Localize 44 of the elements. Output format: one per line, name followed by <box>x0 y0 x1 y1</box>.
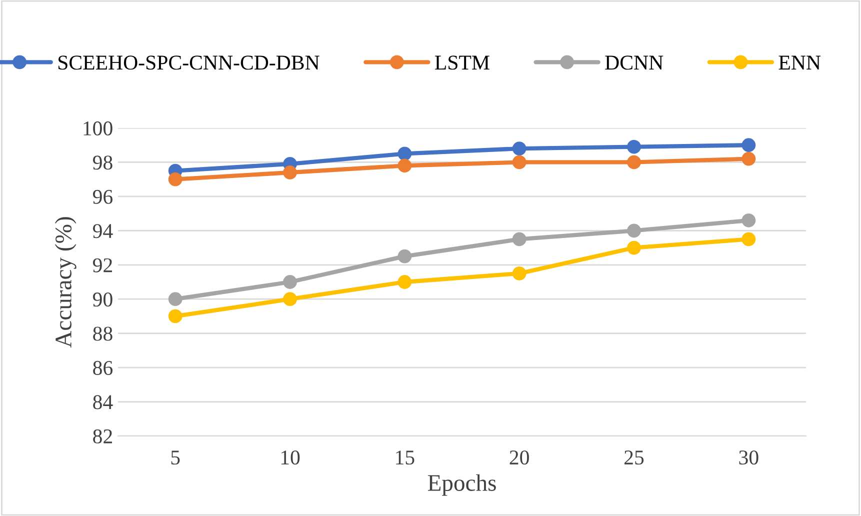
x-tick-label: 30 <box>739 450 758 465</box>
legend-label: DCNN <box>605 56 664 70</box>
x-tick-label: 5 <box>171 450 180 465</box>
point <box>512 155 526 170</box>
y-tick-label: 98 <box>92 156 112 170</box>
x-axis-title: Epochs <box>428 474 496 496</box>
x-tick-label: 20 <box>510 450 529 465</box>
point <box>283 166 297 180</box>
point <box>398 249 412 264</box>
point <box>627 240 641 255</box>
y-tick-label: 94 <box>92 224 113 238</box>
point <box>168 172 182 186</box>
x-tick-label: 10 <box>281 450 300 465</box>
point <box>627 224 641 238</box>
x-tick-label: 25 <box>624 450 644 465</box>
point <box>398 275 412 289</box>
point <box>742 138 756 152</box>
y-tick-label: 100 <box>84 121 112 136</box>
point <box>742 152 756 166</box>
point <box>512 266 526 280</box>
y-axis-title: Accuracy (%) <box>54 217 76 348</box>
y-tick-label: 96 <box>92 190 113 204</box>
point <box>283 292 297 306</box>
y-tick-label: 82 <box>93 429 112 444</box>
point <box>512 142 526 156</box>
point <box>742 232 756 246</box>
y-tick-label: 86 <box>93 360 113 375</box>
legend-label: SCEEHO-SPC-CNN-CD-DBN <box>58 56 320 70</box>
point <box>168 309 182 324</box>
legend-label: ENN <box>778 56 821 70</box>
legend-label: LSTM <box>435 56 490 70</box>
point <box>742 213 756 228</box>
y-tick-label: 90 <box>92 292 112 307</box>
point <box>283 275 297 289</box>
point <box>168 292 182 306</box>
y-tick-label: 88 <box>93 326 112 341</box>
point <box>627 155 641 170</box>
point <box>512 232 526 246</box>
point <box>627 140 641 154</box>
y-tick-label: 92 <box>92 258 112 272</box>
point <box>398 146 412 161</box>
point <box>398 158 412 173</box>
y-tick-label: 84 <box>93 395 113 410</box>
x-tick-label: 15 <box>396 450 414 465</box>
